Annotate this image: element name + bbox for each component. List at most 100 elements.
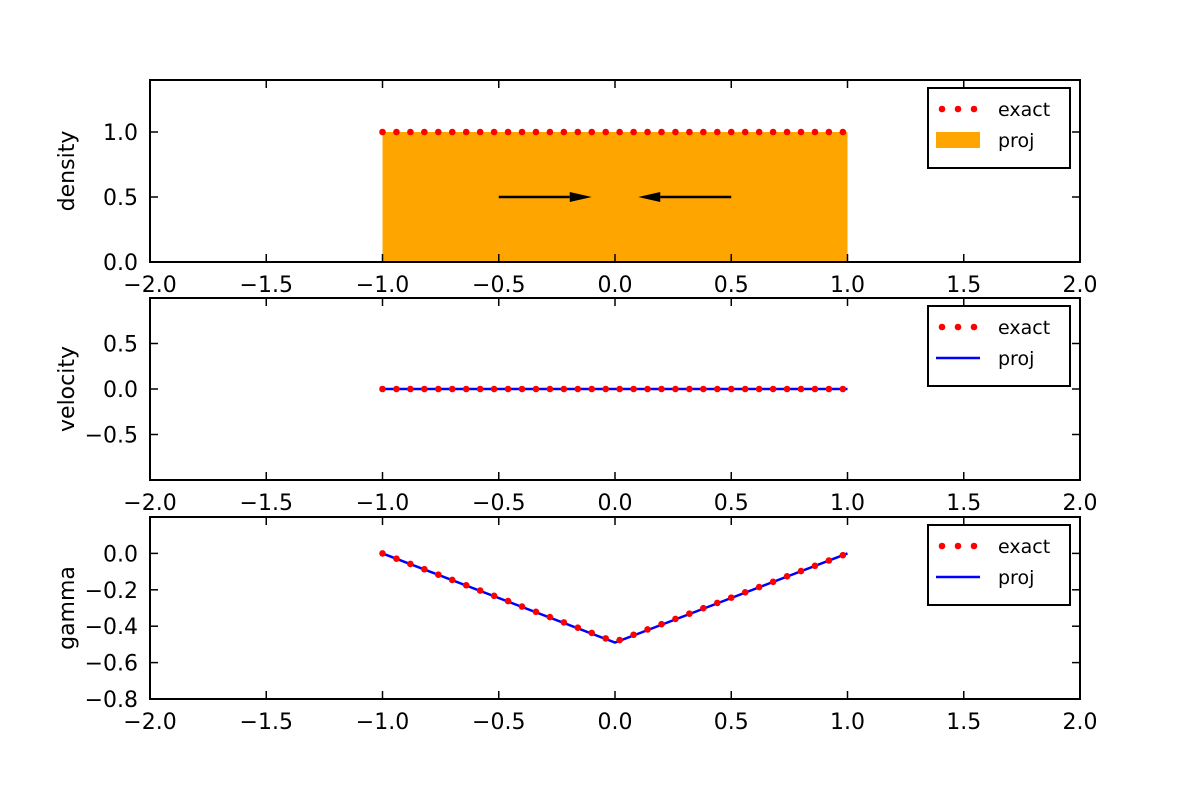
legend-marker-exact xyxy=(954,542,962,550)
legend-marker-exact xyxy=(954,105,962,113)
data-point-exact xyxy=(393,385,400,393)
data-point-exact xyxy=(435,128,442,136)
arrow-head xyxy=(638,192,661,202)
legend: exact proj xyxy=(927,305,1071,387)
data-point-exact xyxy=(741,589,749,596)
data-point-exact xyxy=(741,128,749,136)
data-point-exact xyxy=(421,565,428,573)
x-tick-label: 0.5 xyxy=(714,491,749,516)
x-tick-label: 1.0 xyxy=(830,273,865,298)
data-point-exact xyxy=(462,385,470,393)
legend-label-proj: proj xyxy=(998,567,1034,589)
data-point-exact xyxy=(769,385,777,393)
data-point-exact xyxy=(560,128,568,136)
data-point-exact xyxy=(379,385,386,393)
subplot-gamma: −2.0 −1.5 −1.0 −0.5 0.0 0.5 1.0 1.5 2.0 0.0 −0.2 −0… xyxy=(55,516,1098,735)
data-point-exact xyxy=(574,624,582,631)
data-point-exact xyxy=(658,128,665,136)
data-point-exact xyxy=(714,385,721,393)
legend-marker-exact xyxy=(970,105,978,113)
data-point-exact xyxy=(769,578,777,586)
data-point-exact xyxy=(727,128,735,136)
data-point-exact xyxy=(476,385,484,393)
data-point-exact xyxy=(630,385,637,393)
subplot-velocity: −2.0 −1.5 −1.0 −0.5 0.0 0.5 1.0 1.5 2.0 0.5 0.0 −0.… xyxy=(55,297,1098,516)
data-point-exact xyxy=(755,385,763,393)
data-point-exact xyxy=(783,128,791,136)
legend-marker-exact xyxy=(938,542,946,550)
x-tick-label: −0.5 xyxy=(472,273,525,298)
x-tick-label: −1.0 xyxy=(356,491,409,516)
data-point-exact xyxy=(588,629,596,637)
data-point-exact xyxy=(839,551,847,559)
data-point-exact xyxy=(839,128,847,136)
x-tick-label: 0.0 xyxy=(598,710,633,735)
data-point-exact xyxy=(546,385,554,393)
x-tick-label: 0.5 xyxy=(714,710,749,735)
data-point-exact xyxy=(755,128,763,136)
data-point-exact xyxy=(602,128,609,136)
data-point-exact xyxy=(560,619,568,626)
data-point-exact xyxy=(379,128,386,136)
data-point-exact xyxy=(532,608,540,616)
series-line-proj xyxy=(382,552,848,644)
data-point-exact xyxy=(393,555,400,562)
x-tick-label: −2.0 xyxy=(123,710,176,735)
subplot-density: −2.0 −1.5 −1.0 −0.5 0.0 0.5 1.0 1.5 2.0 0.0 0.5 1.0… xyxy=(55,79,1098,298)
x-tick-label: 2.0 xyxy=(1063,273,1098,298)
data-point-exact xyxy=(490,128,498,136)
data-point-exact xyxy=(490,592,498,600)
x-tick-label: −1.0 xyxy=(356,273,409,298)
data-point-exact xyxy=(518,603,526,610)
data-point-exact xyxy=(797,385,805,393)
x-tick-label: −2.0 xyxy=(123,491,176,516)
y-tick-label: −0.4 xyxy=(85,615,138,640)
y-tick-label: −0.8 xyxy=(85,688,138,713)
data-point-exact xyxy=(797,567,805,575)
data-point-exact xyxy=(504,128,512,136)
data-point-exact xyxy=(700,385,707,393)
legend-marker-exact xyxy=(970,323,978,331)
data-point-exact xyxy=(630,631,637,639)
data-point-exact xyxy=(407,128,414,136)
data-point-exact xyxy=(490,385,498,393)
x-tick-label: 2.0 xyxy=(1063,710,1098,735)
data-point-exact xyxy=(727,385,735,393)
data-point-exact xyxy=(421,385,428,393)
data-point-exact xyxy=(700,128,707,136)
legend-marker-exact xyxy=(970,542,978,550)
data-point-exact xyxy=(686,610,693,617)
data-point-exact xyxy=(616,128,623,136)
x-tick-label: 1.5 xyxy=(946,710,981,735)
data-point-exact xyxy=(686,385,693,393)
y-tick-label: −0.2 xyxy=(85,579,138,604)
data-point-exact xyxy=(755,583,763,591)
legend-box xyxy=(927,305,1071,387)
y-axis-label: velocity xyxy=(55,346,80,432)
data-point-exact xyxy=(546,128,554,136)
x-tick-label: 0.0 xyxy=(598,491,633,516)
data-point-exact xyxy=(588,385,596,393)
data-point-exact xyxy=(727,594,735,601)
data-point-exact xyxy=(630,128,637,136)
data-point-exact xyxy=(811,562,819,570)
data-point-exact xyxy=(672,128,679,136)
x-tick-label: −1.5 xyxy=(240,491,293,516)
x-tick-label: 0.0 xyxy=(598,273,633,298)
data-point-exact xyxy=(672,385,679,393)
data-point-exact xyxy=(462,128,470,136)
data-point-exact xyxy=(644,128,651,136)
legend-box xyxy=(927,524,1071,606)
legend-label-exact: exact xyxy=(998,317,1050,339)
data-point-exact xyxy=(407,560,414,568)
data-point-exact xyxy=(714,128,721,136)
data-point-exact xyxy=(644,626,651,633)
x-tick-label: −2.0 xyxy=(123,273,176,298)
x-tick-label: −1.5 xyxy=(240,710,293,735)
data-point-exact xyxy=(700,604,707,612)
data-point-exact xyxy=(421,128,428,136)
y-axis-label: gamma xyxy=(55,566,80,650)
data-point-exact xyxy=(588,128,596,136)
arrow-left xyxy=(638,192,732,202)
